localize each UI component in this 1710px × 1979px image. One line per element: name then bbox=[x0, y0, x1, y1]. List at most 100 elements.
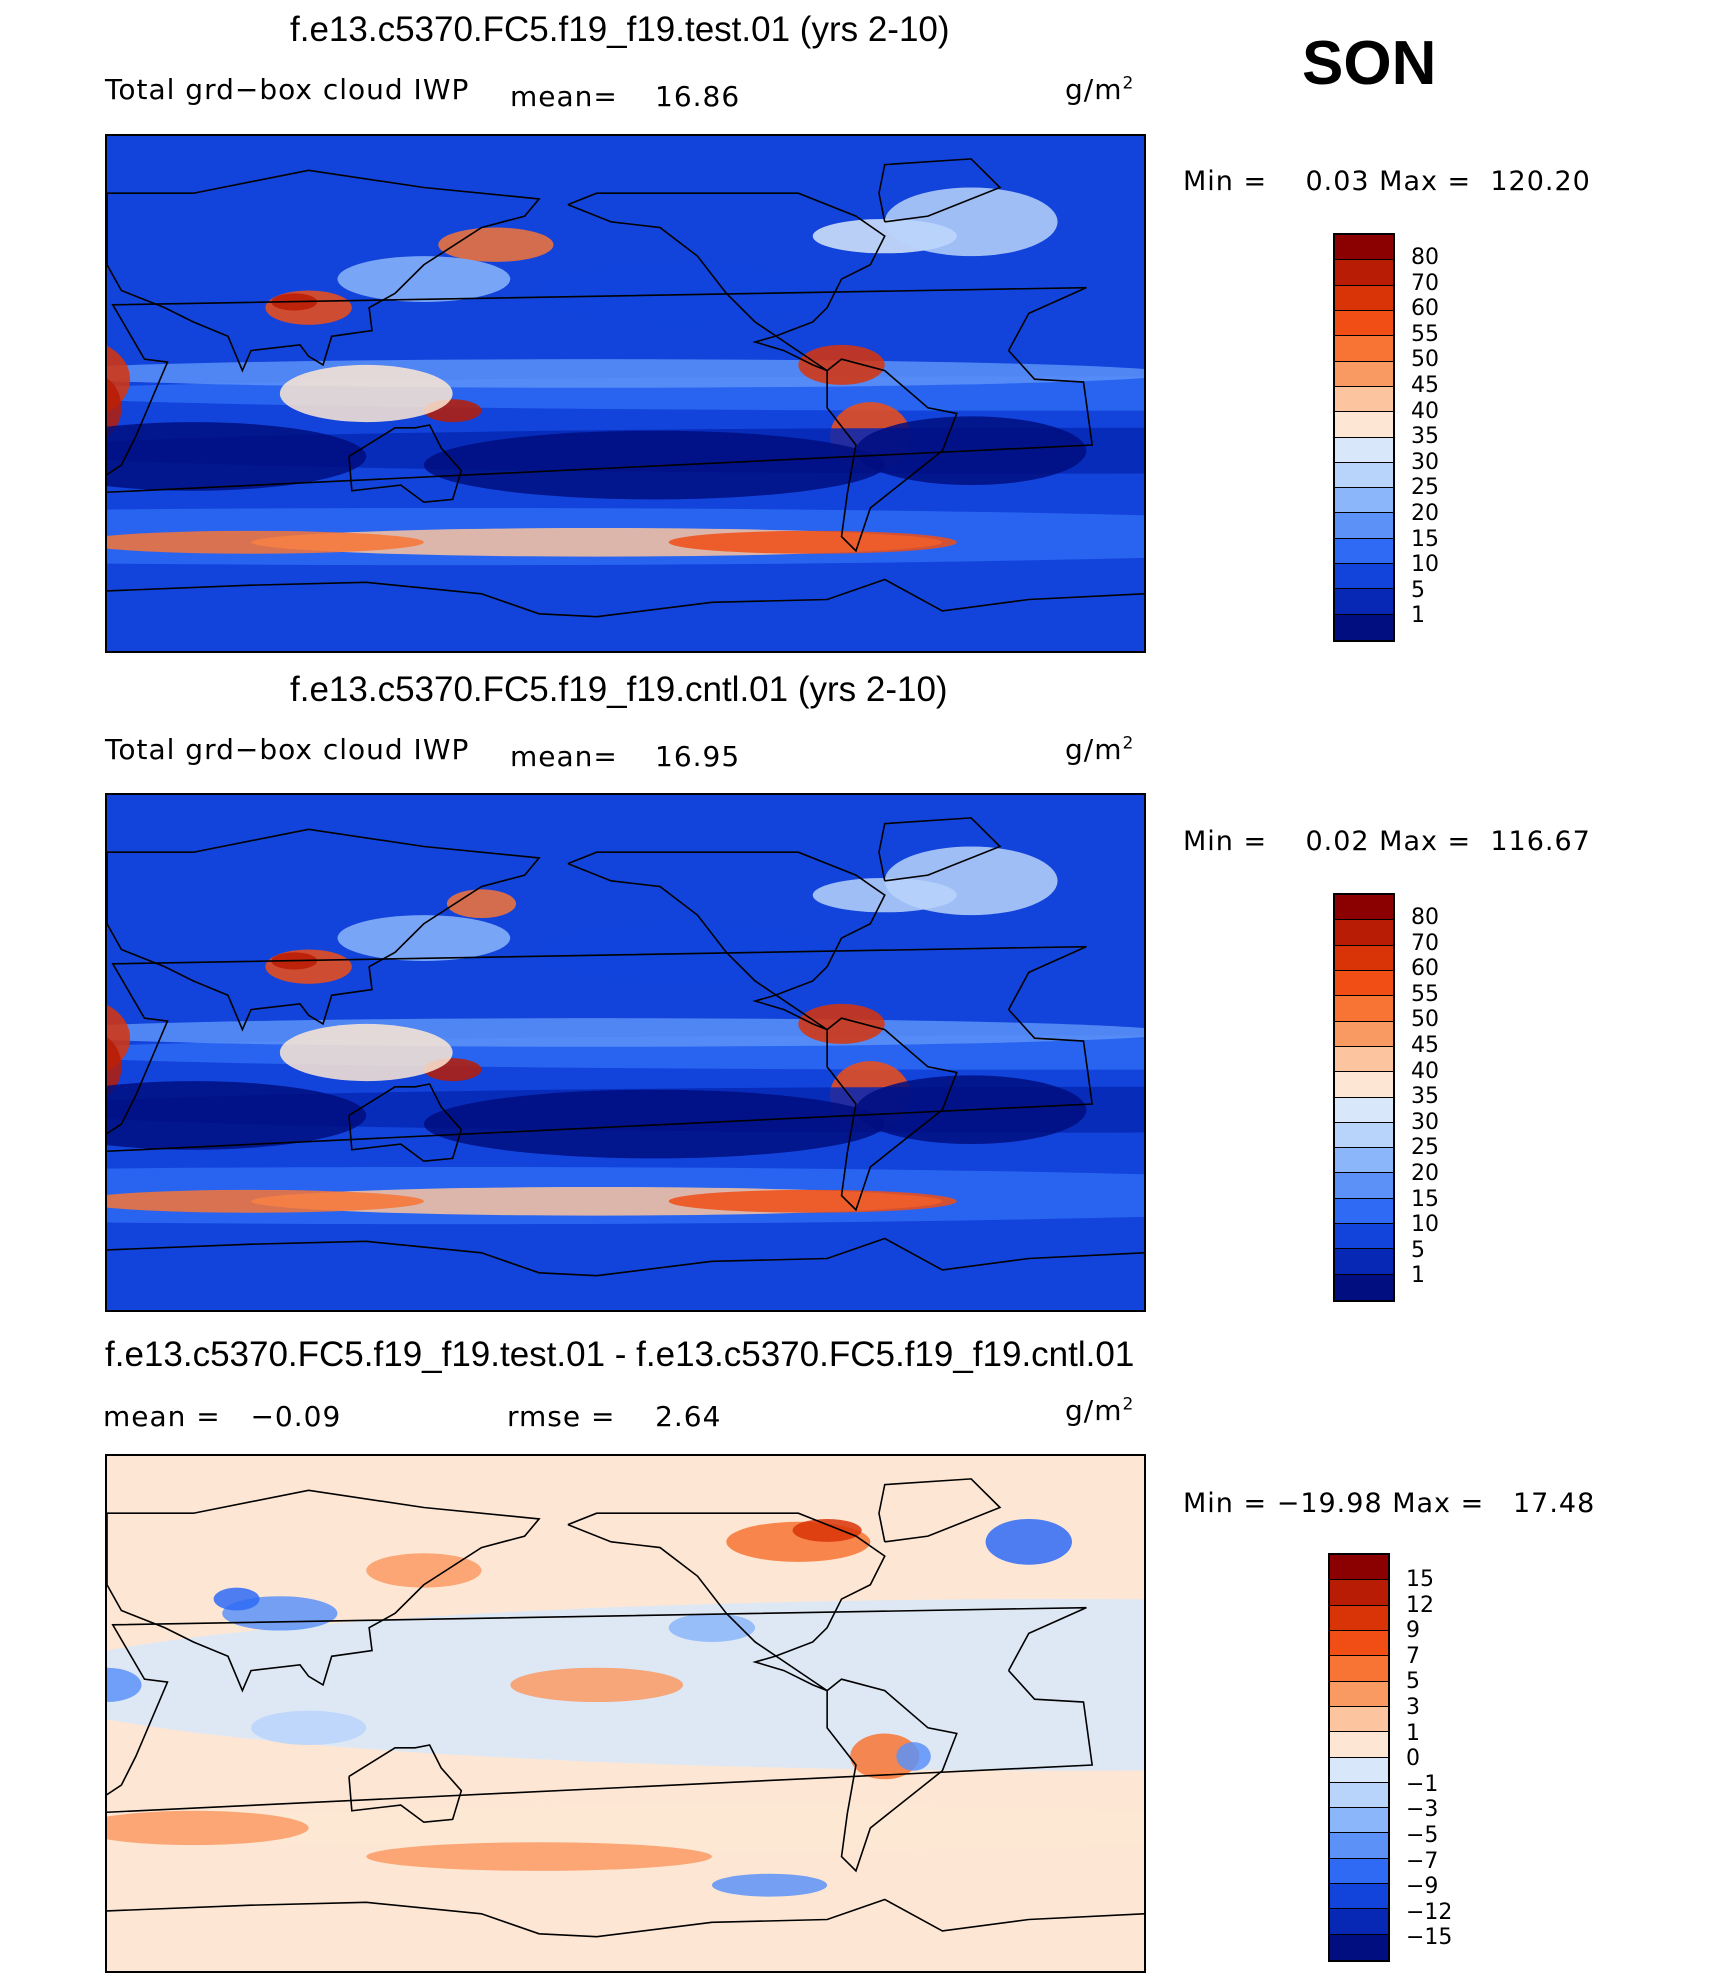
contour-region bbox=[107, 1667, 142, 1703]
colorbar-tick-label: −3 bbox=[1406, 1797, 1439, 1823]
colorbar-tick-label: 9 bbox=[1406, 1618, 1420, 1644]
coastlines bbox=[107, 1478, 1144, 1938]
colorbar-tick-label: 25 bbox=[1411, 475, 1439, 501]
colorbar-tick-label: 70 bbox=[1411, 930, 1439, 956]
map-field bbox=[107, 795, 1144, 1310]
contour-region bbox=[446, 889, 517, 919]
contour-region bbox=[884, 846, 1058, 916]
coastline bbox=[878, 1478, 1002, 1543]
colorbar-swatch bbox=[1330, 1782, 1388, 1809]
colorbar-tick-label: 5 bbox=[1406, 1669, 1420, 1695]
colorbar-swatch bbox=[1335, 1224, 1393, 1250]
map-contour-fills bbox=[107, 846, 1144, 1225]
coastline bbox=[107, 945, 1094, 1153]
panel-test-min-max: Min = 0.03 Max = 120.20 bbox=[1183, 166, 1591, 197]
coastline bbox=[107, 1898, 1144, 1938]
panel-diff-title: f.e13.c5370.FC5.f19_f19.test.01 - f.e13.… bbox=[105, 1335, 1135, 1374]
colorbar-swatch bbox=[1335, 614, 1393, 640]
contour-region bbox=[213, 1587, 260, 1611]
contour-region bbox=[668, 1613, 756, 1642]
colorbar-test bbox=[1333, 233, 1395, 642]
contour-region bbox=[337, 256, 511, 302]
contour-region bbox=[107, 530, 424, 554]
coastline bbox=[107, 286, 1094, 494]
colorbar-swatch bbox=[1335, 513, 1393, 539]
colorbar-swatch bbox=[1335, 1021, 1393, 1047]
contour-region bbox=[107, 1810, 309, 1846]
colorbar-swatch bbox=[1335, 1148, 1393, 1174]
colorbar-tick-label: 60 bbox=[1411, 956, 1439, 982]
contour-region bbox=[423, 1089, 885, 1159]
colorbar-tick-label: 10 bbox=[1411, 552, 1439, 578]
contour-region bbox=[668, 1189, 957, 1213]
colorbar-tick-label: 45 bbox=[1411, 372, 1439, 398]
colorbar-tick-label: −1 bbox=[1406, 1771, 1439, 1797]
map-contour-fills bbox=[107, 1518, 1144, 1897]
colorbar-swatch bbox=[1335, 996, 1393, 1022]
colorbar-tick-label: −5 bbox=[1406, 1822, 1439, 1848]
colorbar-tick-label: −9 bbox=[1406, 1874, 1439, 1900]
coastline bbox=[826, 1678, 958, 1873]
panel-diff-rmse: rmse = 2.64 bbox=[507, 1400, 722, 1433]
colorbar-swatch bbox=[1335, 564, 1393, 590]
colorbar-swatch bbox=[1335, 310, 1393, 337]
colorbar-test-labels: 80 70 60 55 50 45 40 35 30 25 20 15 10 5 1 bbox=[1411, 245, 1439, 629]
colorbar-diff-labels: 15 12 9 7 5 3 1 0 −1 −3 −5 −7 −9 −12 −15 bbox=[1406, 1567, 1452, 1951]
contour-region bbox=[107, 1189, 424, 1213]
colorbar-swatch bbox=[1335, 462, 1393, 489]
contour-region bbox=[850, 1733, 920, 1780]
colorbar-tick-label: 15 bbox=[1411, 526, 1439, 552]
colorbar-tick-label: 1 bbox=[1406, 1720, 1420, 1746]
colorbar-tick-label: 30 bbox=[1411, 1109, 1439, 1135]
colorbar-cntl bbox=[1333, 893, 1395, 1302]
colorbar-swatch bbox=[1330, 1605, 1388, 1631]
colorbar-tick-label: 15 bbox=[1411, 1186, 1439, 1212]
colorbar-tick-label: 5 bbox=[1411, 577, 1425, 603]
colorbar-swatch bbox=[1330, 1732, 1388, 1758]
colorbar-swatch bbox=[1335, 538, 1393, 565]
colorbar-tick-label: 45 bbox=[1411, 1032, 1439, 1058]
map-contour-fills bbox=[107, 187, 1144, 566]
colorbar-tick-label: −15 bbox=[1406, 1925, 1453, 1951]
contour-region bbox=[107, 359, 1144, 388]
contour-region bbox=[798, 1003, 885, 1044]
colorbar-swatch bbox=[1335, 1097, 1393, 1123]
panel-cntl-mean-label: mean= bbox=[510, 740, 618, 773]
contour-region bbox=[985, 1518, 1072, 1565]
coastline bbox=[348, 424, 463, 504]
colorbar-swatch bbox=[1335, 260, 1393, 286]
contour-region bbox=[107, 378, 122, 438]
coastline bbox=[348, 1083, 463, 1163]
panel-test-mean-label: mean= bbox=[510, 80, 618, 113]
coastline bbox=[107, 169, 541, 373]
colorbar-swatch bbox=[1335, 386, 1393, 413]
colorbar-swatch bbox=[1335, 336, 1393, 362]
colorbar-tick-label: −7 bbox=[1406, 1848, 1439, 1874]
colorbar-tick-label: 1 bbox=[1411, 603, 1425, 629]
coastline bbox=[107, 828, 541, 1032]
colorbar-tick-label: 40 bbox=[1411, 398, 1439, 424]
colorbar-tick-label: 0 bbox=[1406, 1746, 1420, 1772]
panel-test-variable: Total grd−box cloud IWP bbox=[105, 73, 470, 106]
colorbar-swatch bbox=[1335, 920, 1393, 946]
panel-test-mean-value: 16.86 bbox=[655, 80, 741, 113]
coastline bbox=[348, 1744, 463, 1824]
coastlines bbox=[107, 817, 1144, 1277]
colorbar-swatch bbox=[1335, 1122, 1393, 1149]
colorbar-swatch bbox=[1330, 1833, 1388, 1859]
coastline bbox=[567, 192, 886, 372]
coastline bbox=[567, 1512, 886, 1692]
contour-region bbox=[366, 1842, 712, 1871]
panel-cntl-title: f.e13.c5370.FC5.f19_f19.cntl.01 (yrs 2-1… bbox=[290, 670, 948, 709]
colorbar-swatch bbox=[1335, 412, 1393, 438]
colorbar-tick-label: 70 bbox=[1411, 270, 1439, 296]
colorbar-swatch bbox=[1335, 970, 1393, 997]
colorbar-tick-label: −12 bbox=[1406, 1899, 1453, 1925]
colorbar-cntl-labels: 80 70 60 55 50 45 40 35 30 25 20 15 10 5 1 bbox=[1411, 905, 1439, 1289]
coastline bbox=[107, 1489, 541, 1693]
contour-region bbox=[107, 1018, 1144, 1047]
panel-test-title: f.e13.c5370.FC5.f19_f19.test.01 (yrs 2-1… bbox=[290, 10, 950, 49]
contour-region bbox=[251, 1710, 367, 1745]
colorbar-swatch bbox=[1330, 1555, 1388, 1581]
contour-region bbox=[539, 264, 828, 322]
